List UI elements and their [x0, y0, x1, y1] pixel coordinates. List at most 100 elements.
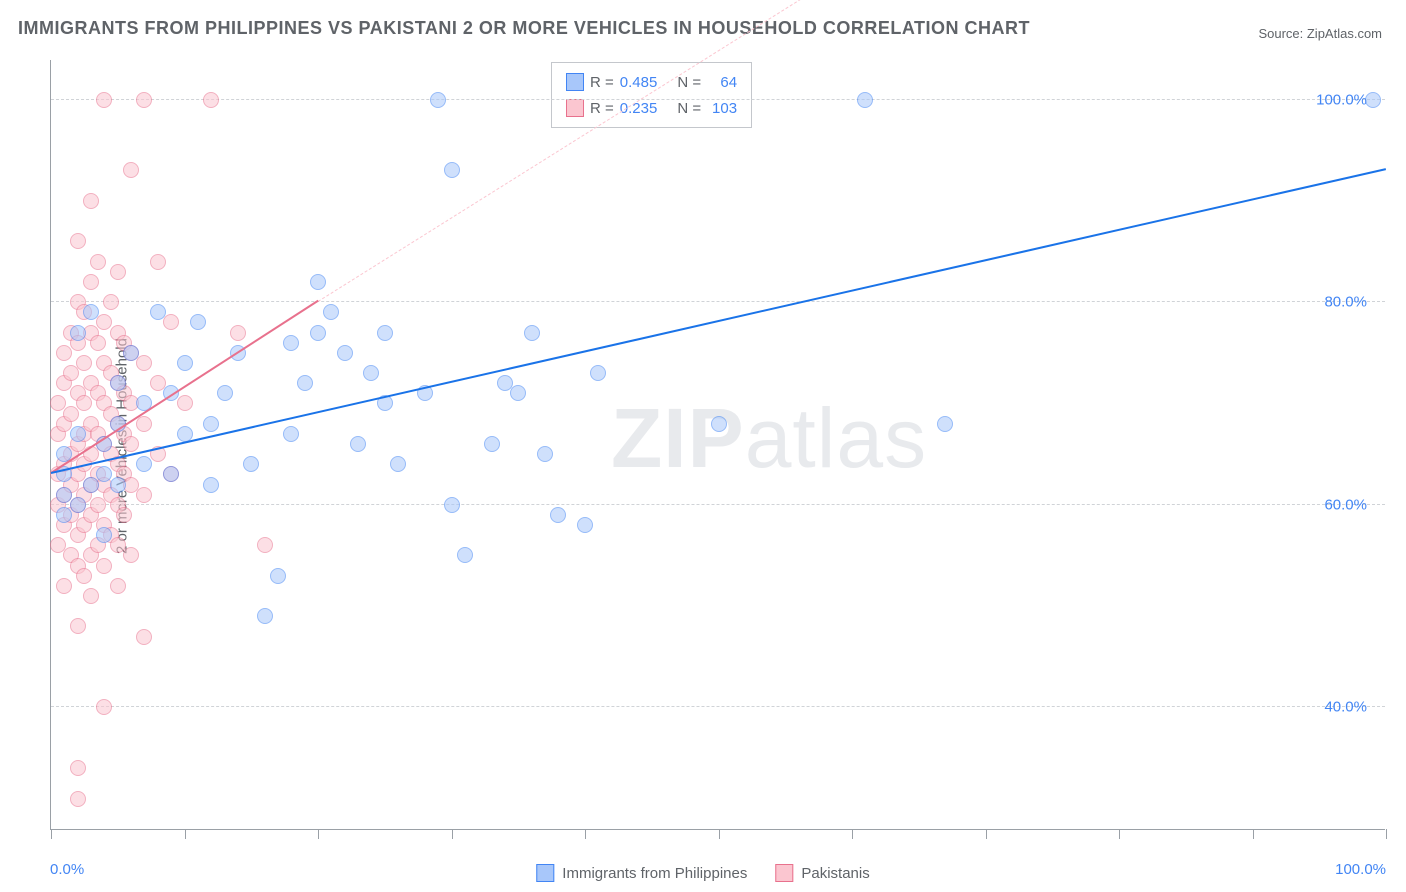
data-point: [70, 233, 86, 249]
data-point: [76, 355, 92, 371]
y-tick-label: 60.0%: [1324, 496, 1367, 513]
data-point: [510, 385, 526, 401]
data-point: [123, 547, 139, 563]
data-point: [430, 92, 446, 108]
bottom-legend: Immigrants from Philippines Pakistanis: [536, 864, 869, 882]
n-label: N =: [677, 100, 701, 117]
data-point: [63, 365, 79, 381]
data-point: [76, 568, 92, 584]
bottom-swatch-blue: [536, 864, 554, 882]
legend-item-2: Pakistanis: [775, 864, 869, 882]
x-tick: [986, 829, 987, 839]
gridline-h: [51, 301, 1385, 302]
data-point: [1365, 92, 1381, 108]
data-point: [297, 375, 313, 391]
data-point: [577, 517, 593, 533]
data-point: [110, 264, 126, 280]
data-point: [711, 416, 727, 432]
legend-swatch-pink: [566, 99, 584, 117]
data-point: [136, 92, 152, 108]
n-label: N =: [677, 74, 701, 91]
data-point: [163, 314, 179, 330]
data-point: [444, 162, 460, 178]
data-point: [110, 375, 126, 391]
data-point: [103, 294, 119, 310]
data-point: [203, 477, 219, 493]
data-point: [524, 325, 540, 341]
data-point: [70, 426, 86, 442]
data-point: [76, 395, 92, 411]
data-point: [590, 365, 606, 381]
data-point: [136, 355, 152, 371]
data-point: [70, 760, 86, 776]
bottom-swatch-pink: [775, 864, 793, 882]
data-point: [123, 345, 139, 361]
data-point: [56, 578, 72, 594]
x-tick: [185, 829, 186, 839]
regression-line: [318, 0, 853, 302]
data-point: [83, 274, 99, 290]
data-point: [550, 507, 566, 523]
x-tick: [585, 829, 586, 839]
data-point: [857, 92, 873, 108]
legend-item-1: Immigrants from Philippines: [536, 864, 747, 882]
gridline-h: [51, 706, 1385, 707]
data-point: [444, 497, 460, 513]
x-tick-label-right: 100.0%: [1335, 861, 1386, 878]
data-point: [110, 477, 126, 493]
y-tick-label: 100.0%: [1316, 91, 1367, 108]
data-point: [90, 497, 106, 513]
data-point: [136, 629, 152, 645]
data-point: [83, 193, 99, 209]
data-point: [537, 446, 553, 462]
data-point: [70, 791, 86, 807]
watermark: ZIPatlas: [611, 390, 927, 487]
data-point: [150, 254, 166, 270]
data-point: [190, 314, 206, 330]
data-point: [283, 335, 299, 351]
y-tick-label: 40.0%: [1324, 699, 1367, 716]
data-point: [270, 568, 286, 584]
data-point: [390, 456, 406, 472]
plot-area: ZIPatlas R = 0.485 N = 64 R = 0.235 N = …: [50, 60, 1385, 830]
data-point: [70, 497, 86, 513]
y-tick-label: 80.0%: [1324, 294, 1367, 311]
data-point: [56, 507, 72, 523]
data-point: [56, 345, 72, 361]
data-point: [150, 304, 166, 320]
data-point: [937, 416, 953, 432]
x-tick: [852, 829, 853, 839]
n-value-2: 103: [707, 100, 737, 117]
data-point: [243, 456, 259, 472]
data-point: [63, 406, 79, 422]
x-tick: [318, 829, 319, 839]
data-point: [377, 325, 393, 341]
r-value-1: 0.485: [620, 74, 658, 91]
data-point: [177, 395, 193, 411]
watermark-bold: ZIP: [611, 391, 745, 485]
legend-swatch-blue: [566, 73, 584, 91]
x-tick: [1253, 829, 1254, 839]
data-point: [123, 436, 139, 452]
data-point: [96, 92, 112, 108]
data-point: [217, 385, 233, 401]
data-point: [110, 578, 126, 594]
n-value-1: 64: [707, 74, 737, 91]
legend-label-2: Pakistanis: [801, 865, 869, 882]
r-label: R =: [590, 74, 614, 91]
x-tick: [1119, 829, 1120, 839]
data-point: [96, 527, 112, 543]
x-tick: [719, 829, 720, 839]
data-point: [163, 466, 179, 482]
gridline-h: [51, 504, 1385, 505]
source-label: Source: ZipAtlas.com: [1258, 26, 1382, 41]
data-point: [70, 618, 86, 634]
gridline-h: [51, 99, 1385, 100]
data-point: [283, 426, 299, 442]
data-point: [96, 699, 112, 715]
watermark-rest: atlas: [745, 391, 927, 485]
legend-label-1: Immigrants from Philippines: [562, 865, 747, 882]
data-point: [203, 416, 219, 432]
data-point: [90, 335, 106, 351]
data-point: [337, 345, 353, 361]
